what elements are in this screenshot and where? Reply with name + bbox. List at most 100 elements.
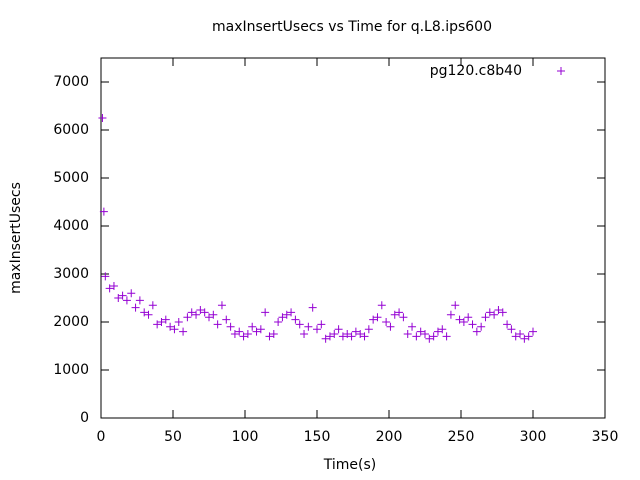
- point: [105, 284, 114, 293]
- legend-marker: [557, 67, 565, 75]
- point: [490, 310, 499, 319]
- x-tick-label: 50: [164, 429, 182, 445]
- point: [343, 330, 352, 338]
- point: [261, 308, 270, 317]
- point: [455, 315, 464, 324]
- point: [127, 289, 136, 298]
- point: [222, 315, 231, 324]
- point: [230, 330, 239, 338]
- x-tick-label: 350: [592, 429, 619, 445]
- point: [338, 332, 347, 341]
- point: [278, 313, 287, 322]
- point: [213, 320, 222, 329]
- point: [300, 330, 309, 338]
- point: [187, 308, 196, 317]
- point: [511, 332, 520, 341]
- point: [464, 313, 473, 322]
- x-tick-label: 300: [520, 429, 547, 445]
- point: [114, 294, 123, 302]
- legend-label: pg120.c8b40: [430, 63, 522, 79]
- point: [205, 313, 213, 322]
- chart-title: maxInsertUsecs vs Time for q.L8.ips600: [212, 19, 492, 35]
- point: [144, 310, 153, 319]
- point: [153, 320, 162, 329]
- point: [98, 114, 107, 122]
- point: [416, 327, 425, 336]
- point: [118, 291, 127, 300]
- point: [183, 313, 192, 322]
- point: [529, 327, 537, 336]
- point: [140, 308, 149, 317]
- point: [494, 306, 503, 314]
- point: [287, 308, 296, 317]
- point: [131, 303, 140, 312]
- point: [274, 318, 283, 326]
- point: [161, 315, 170, 324]
- point: [472, 327, 481, 336]
- x-axis-label: Time(s): [323, 457, 376, 473]
- point: [382, 318, 391, 326]
- point: [395, 308, 404, 317]
- x-tick-label: 250: [448, 429, 475, 445]
- point: [421, 330, 429, 338]
- point: [477, 322, 486, 331]
- point: [438, 325, 447, 334]
- point: [373, 313, 382, 322]
- y-tick-label: 0: [80, 410, 89, 426]
- point: [524, 332, 533, 341]
- point: [386, 322, 395, 331]
- x-tick-label: 150: [304, 429, 331, 445]
- point: [135, 296, 144, 305]
- point: [507, 325, 516, 334]
- point: [196, 306, 205, 314]
- point: [265, 332, 274, 341]
- point: [313, 325, 321, 334]
- point: [408, 322, 417, 331]
- point: [459, 318, 468, 326]
- plot-frame: [100, 57, 606, 419]
- y-tick-label: 4000: [53, 218, 89, 234]
- y-tick-label: 3000: [53, 266, 89, 282]
- y-tick-label: 7000: [53, 74, 89, 90]
- point: [330, 330, 339, 338]
- point: [325, 332, 334, 341]
- point: [243, 330, 252, 338]
- point: [446, 310, 455, 319]
- point: [503, 320, 512, 329]
- point: [209, 310, 218, 319]
- point: [485, 308, 494, 317]
- y-tick-label: 2000: [53, 314, 89, 330]
- x-tick-label: 0: [97, 429, 106, 445]
- point: [425, 334, 434, 343]
- point: [170, 325, 179, 334]
- point: [174, 318, 183, 326]
- point: [291, 315, 300, 324]
- point: [226, 322, 235, 331]
- point: [109, 282, 118, 290]
- point: [347, 332, 356, 341]
- point: [282, 310, 291, 319]
- point: [498, 308, 507, 317]
- point: [304, 322, 313, 331]
- y-tick-label: 5000: [53, 170, 89, 186]
- point: [356, 330, 365, 338]
- point: [295, 320, 304, 329]
- point: [481, 313, 490, 322]
- point: [166, 322, 175, 331]
- point: [192, 310, 201, 319]
- point: [200, 308, 209, 317]
- point: [148, 301, 157, 310]
- point: [369, 315, 378, 324]
- point: [451, 301, 460, 310]
- y-axis-label: maxInsertUsecs: [8, 182, 24, 294]
- point: [317, 320, 326, 329]
- point: [321, 334, 330, 343]
- point: [468, 320, 477, 329]
- point: [248, 322, 257, 331]
- point: [256, 325, 265, 334]
- point: [122, 296, 131, 305]
- x-tick-label: 100: [232, 429, 259, 445]
- point: [364, 325, 373, 334]
- point: [351, 327, 360, 336]
